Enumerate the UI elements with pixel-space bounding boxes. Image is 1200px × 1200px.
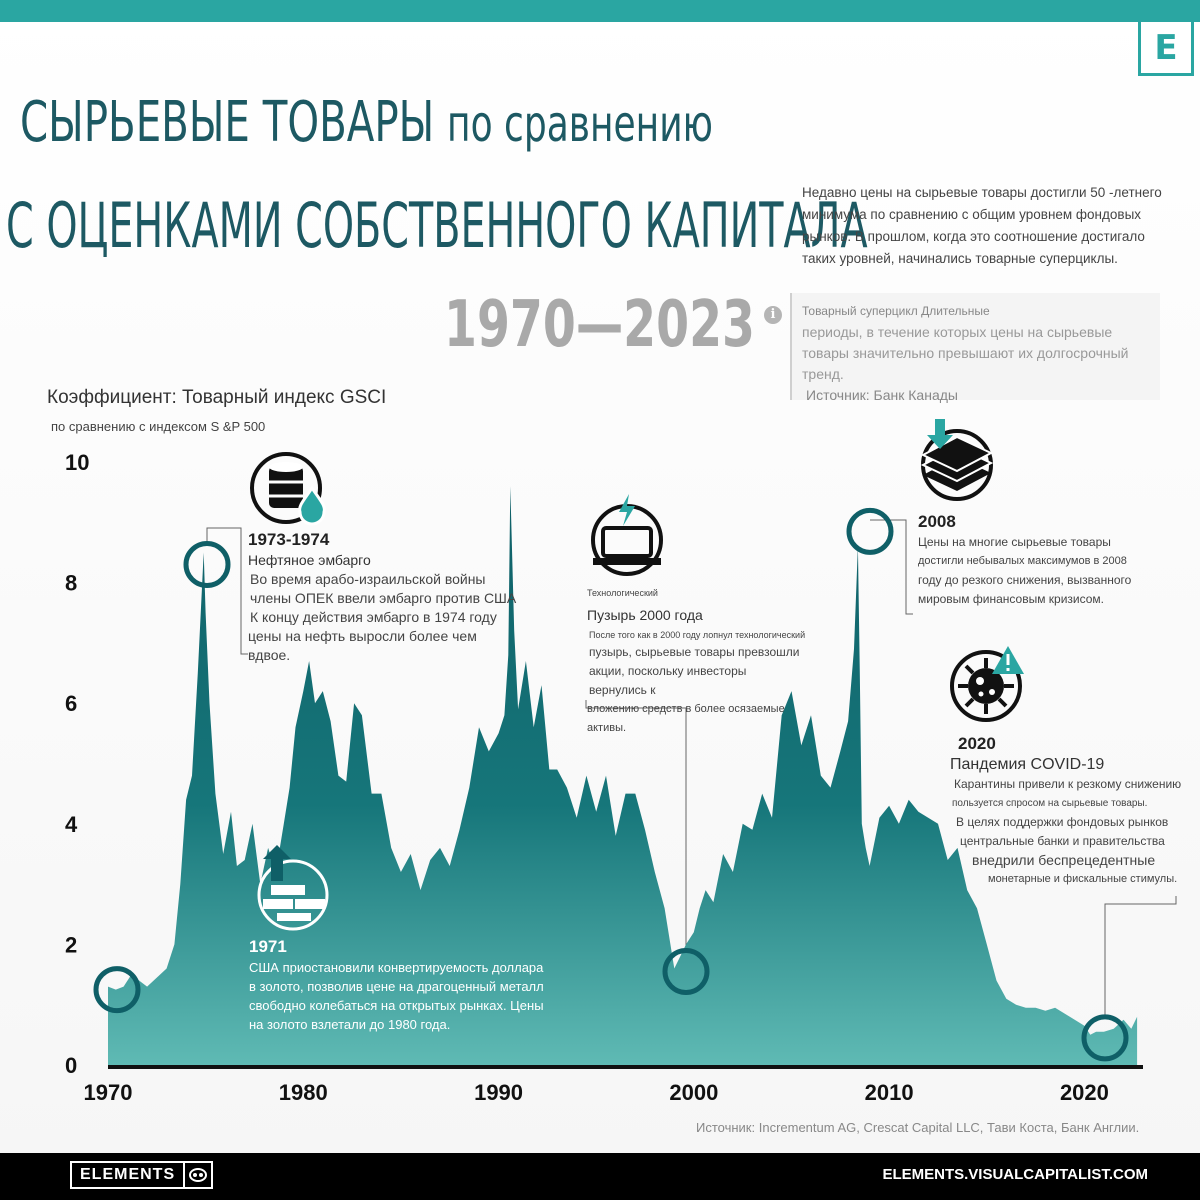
annotation-year: 1971 xyxy=(249,937,287,956)
y-tick-label: 4 xyxy=(65,812,78,837)
annotation-label-small: Технологический xyxy=(587,588,658,598)
annotation-line: Во время арабо-израильской войны xyxy=(250,571,486,587)
annotation-line: внедрили беспрецедентные xyxy=(972,852,1156,868)
annotation-subtitle: Нефтяное эмбарго xyxy=(248,552,371,568)
annotation-line: В целях поддержки фондовых рынков xyxy=(956,815,1169,829)
x-tick-label: 1990 xyxy=(474,1080,523,1105)
annotation-oil-embargo: 1973-1974 Нефтяное эмбарго Во время араб… xyxy=(248,529,518,665)
annotation-line: пузырь, сырьевые товары превзошли xyxy=(589,645,800,659)
y-axis-sublabel: по сравнению с индексом S &P 500 xyxy=(51,419,266,434)
info-icon: i xyxy=(764,306,782,324)
event-marker xyxy=(1081,1014,1129,1062)
annotation-line: акции, поскольку инвесторы вернулись к xyxy=(589,664,747,697)
laptop-icon xyxy=(591,494,663,576)
event-marker xyxy=(93,966,141,1014)
leader-line xyxy=(1104,896,1177,1018)
y-tick-label: 10 xyxy=(65,450,89,475)
footer-logo-text: ELEMENTS xyxy=(80,1166,176,1183)
footer-bar: ELEMENTS ELEMENTS.VISUALCAPITALIST.COM xyxy=(0,1153,1200,1200)
intro-text: Недавно цены на сырьевые товары достигли… xyxy=(802,185,1162,266)
oil-barrel-icon xyxy=(250,452,326,526)
annotation-line: в золото, позволив цене на драгоценный м… xyxy=(249,979,544,994)
y-axis-label: Коэффициент: Товарный индекс GSCI xyxy=(47,387,387,408)
annotation-year: 1973-1974 xyxy=(248,530,330,549)
y-tick-label: 2 xyxy=(65,932,77,957)
annotation-subtitle: Пузырь 2000 года xyxy=(587,607,703,623)
info-line-1: Товарный суперцикл Длительные xyxy=(802,304,990,318)
annotation-line: монетарные и фискальные стимулы. xyxy=(988,873,1178,885)
y-tick-labels: 0 2 4 6 8 10 xyxy=(65,450,89,1078)
years-range: 1970—2023 xyxy=(444,288,755,362)
info-source: Источник: Банк Канады xyxy=(806,387,958,403)
top-accent-bar xyxy=(0,0,1200,22)
annotation-line: мировым финансовым кризисом. xyxy=(918,592,1105,606)
annotation-line: пользуется спросом на сырьевые товары. xyxy=(952,798,1148,809)
event-marker xyxy=(846,507,894,555)
annotation-line: на золото взлетали до 1980 года. xyxy=(249,1017,451,1032)
annotation-line: Цены на многие сырьевые товары xyxy=(918,535,1111,549)
annotation-line: достигли небывалых максимумов в 2008 xyxy=(918,555,1127,567)
supercycle-info-box: Товарный суперцикл Длительные периоды, в… xyxy=(790,293,1160,403)
gold-bars-icon xyxy=(257,845,329,931)
annotation-line: цены на нефть выросли более чем вдвое. xyxy=(248,628,477,663)
leader-line xyxy=(585,700,687,952)
annotation-line: свободно колебаться на открытых рынках. … xyxy=(249,998,544,1013)
annotation-line: вложению средств в более осязаемые актив… xyxy=(587,703,785,734)
x-tick-label: 1980 xyxy=(279,1080,328,1105)
annotation-line: К концу действия эмбарго в 1974 году xyxy=(250,609,497,625)
annotation-tech-bubble: Технологический Пузырь 2000 года После т… xyxy=(587,585,807,738)
y-tick-label: 6 xyxy=(65,691,77,716)
footer-logo[interactable]: ELEMENTS xyxy=(70,1161,214,1189)
elements-logo: E xyxy=(1138,22,1194,76)
annotation-line: США приостановили конвертируемость долла… xyxy=(249,960,544,975)
annotation-covid: 2020 Пандемия COVID-19 Карантины привели… xyxy=(950,733,1190,889)
annotation-line: После того как в 2000 году лопнул технол… xyxy=(589,630,806,640)
money-stack-icon xyxy=(920,419,994,501)
annotation-year: 2020 xyxy=(958,734,996,753)
y-tick-label: 0 xyxy=(65,1053,77,1078)
annotation-line: Карантины привели к резкому снижению xyxy=(954,777,1182,791)
x-tick-label: 2000 xyxy=(669,1080,718,1105)
x-tick-label: 2010 xyxy=(865,1080,914,1105)
title-line-2: С ОЦЕНКАМИ СОБСТВЕННОГО КАПИТАЛА xyxy=(6,189,868,262)
source-note: Источник: Incrementum AG, Crescat Capita… xyxy=(696,1120,1140,1135)
annotation-line: центральные банки и правительства xyxy=(960,834,1165,848)
virus-icon xyxy=(950,646,1024,722)
x-tick-labels: 1970 1980 1990 2000 2010 2020 xyxy=(84,1080,1109,1105)
annotation-line: году до резкого снижения, вызванного xyxy=(918,573,1132,587)
annotation-gold-standard: 1971 США приостановили конвертируемость … xyxy=(249,936,549,1034)
annotation-line: члены ОПЕК ввели эмбарго против США xyxy=(250,590,517,606)
area-series xyxy=(108,486,1138,1066)
y-tick-label: 8 xyxy=(65,571,77,596)
annotation-year: 2008 xyxy=(918,512,956,531)
title-line-1-small: по сравнению xyxy=(447,95,713,153)
annotation-subtitle: Пандемия COVID-19 xyxy=(950,756,1105,773)
info-line-2: периоды, в течение которых цены на сырье… xyxy=(802,324,1129,382)
x-tick-label: 2020 xyxy=(1060,1080,1109,1105)
annotation-financial-crisis: 2008 Цены на многие сырьевые товары дост… xyxy=(918,511,1158,609)
leader-line xyxy=(206,527,248,655)
footer-url[interactable]: ELEMENTS.VISUALCAPITALIST.COM xyxy=(882,1166,1148,1183)
event-markers xyxy=(93,507,1129,1062)
vc-icon xyxy=(183,1163,211,1187)
x-tick-label: 1970 xyxy=(84,1080,133,1105)
event-marker xyxy=(183,541,231,589)
title-line-1: СЫРЬЕВЫЕ ТОВАРЫ по сравнению xyxy=(20,88,713,158)
title-line-1-big: СЫРЬЕВЫЕ ТОВАРЫ xyxy=(20,90,435,155)
event-marker xyxy=(662,948,710,996)
logo-letter: E xyxy=(1154,27,1178,68)
